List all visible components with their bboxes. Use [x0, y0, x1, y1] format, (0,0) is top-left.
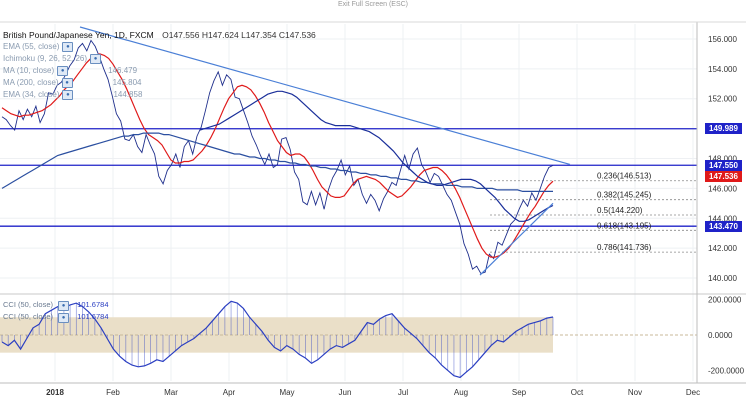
fib-label: 0.618(143.195)	[597, 221, 652, 230]
open-value: O147.556	[162, 30, 200, 40]
time-tick-label: Dec	[686, 388, 700, 397]
osc-row-2[interactable]: CCI (50, close) ● 101.6784	[3, 311, 109, 323]
close-value: C147.536	[278, 30, 316, 40]
trendline	[79, 26, 571, 276]
indicator-row-ema34[interactable]: EMA (34, close) ● 144.858	[3, 89, 316, 101]
cci-band	[0, 317, 697, 353]
osc-label: CCI (50, close)	[3, 300, 54, 309]
fib-label: 0.5(144.220)	[597, 206, 643, 215]
price-tick-label: 142.000	[708, 244, 737, 253]
chart-legend: British Pound/Japanese Yen, 1D, FXCM O14…	[3, 29, 316, 101]
price-tick-label: 148.000	[708, 155, 737, 164]
osc-value: 101.6784	[77, 312, 109, 321]
eye-icon[interactable]: ●	[62, 42, 74, 52]
price-tick-label: 144.000	[708, 214, 737, 223]
osc-row-1[interactable]: CCI (50, close) ● 101.6784	[3, 299, 109, 311]
exit-fullscreen-button[interactable]: Exit Full Screen (ESC)	[337, 1, 409, 8]
time-tick-label: Oct	[571, 388, 584, 397]
symbol-title: British Pound/Japanese Yen, 1D, FXCM O14…	[3, 29, 316, 41]
uptrend-line	[479, 202, 554, 276]
indicator-label: EMA (55, close)	[3, 42, 60, 51]
time-tick-label: Nov	[628, 388, 642, 397]
fib-label: 0.382(145.245)	[597, 191, 652, 200]
indicator-label: Ichimoku (9, 26, 52, 26)	[3, 54, 88, 63]
current-price-label: 147.536	[705, 171, 742, 183]
fibonacci-levels: 0.236(146.513) 0.382(145.245) 0.5(144.220)…	[490, 172, 697, 253]
indicator-row-ma200[interactable]: MA (200, close) ● 145.804	[3, 77, 316, 89]
eye-icon[interactable]: ●	[57, 66, 69, 76]
ohlc-values: O147.556 H147.624 L147.354 C147.536	[162, 30, 316, 40]
time-tick-label: Mar	[164, 388, 178, 397]
horizontal-levels	[0, 128, 697, 227]
series-line	[199, 90, 554, 222]
osc-tick-label: -200.0000	[708, 366, 745, 375]
time-tick-label: 2018	[46, 388, 64, 397]
time-tick-label: Feb	[106, 388, 120, 397]
eye-icon[interactable]: ●	[58, 313, 70, 323]
cci-line	[1, 300, 554, 379]
level-price-label: 147.550	[705, 159, 742, 171]
price-tick-label: 156.000	[708, 35, 737, 44]
eye-icon[interactable]: ●	[61, 78, 73, 88]
eye-icon[interactable]: ●	[62, 90, 74, 100]
symbol-label: British Pound/Japanese Yen, 1D, FXCM	[3, 30, 154, 40]
indicator-label: MA (10, close)	[3, 66, 55, 75]
series-line	[1, 39, 554, 275]
fib-label: 0.786(141.736)	[597, 243, 652, 252]
time-tick-label: May	[279, 388, 294, 397]
indicator-row-ichimoku[interactable]: Ichimoku (9, 26, 52, 26) ●	[3, 53, 316, 65]
high-value: H147.624	[201, 30, 239, 40]
price-tick-label: 154.000	[708, 65, 737, 74]
eye-icon[interactable]: ●	[90, 54, 102, 64]
indicator-label: EMA (34, close)	[3, 90, 60, 99]
time-tick-label: Apr	[223, 388, 236, 397]
indicator-row-ma10[interactable]: MA (10, close) ● 146.479	[3, 65, 316, 77]
series-line	[1, 132, 553, 192]
price-tick-label: 140.000	[708, 274, 737, 283]
indicator-value: 144.858	[113, 90, 143, 99]
support-price-label: 143.470	[705, 220, 742, 232]
eye-icon[interactable]: ●	[58, 301, 70, 311]
indicator-label: MA (200, close)	[3, 78, 59, 87]
indicator-row-ema55[interactable]: EMA (55, close) ●	[3, 41, 316, 53]
resistance-price-label: 149.989	[705, 123, 742, 135]
time-tick-label: Jun	[339, 388, 352, 397]
time-tick-label: Aug	[454, 388, 468, 397]
osc-label: CCI (50, close)	[3, 312, 54, 321]
indicator-value: 146.479	[108, 66, 138, 75]
osc-tick-label: 0.0000	[708, 331, 733, 340]
time-tick-label: Jul	[398, 388, 408, 397]
time-tick-label: Sep	[512, 388, 527, 397]
indicator-value: 145.804	[112, 78, 142, 87]
price-tick-label: 152.000	[708, 95, 737, 104]
oscillator-legend: CCI (50, close) ● 101.6784 CCI (50, clos…	[3, 299, 109, 323]
trendline-line	[79, 26, 571, 166]
low-value: L147.354	[241, 30, 277, 40]
fib-label: 0.236(146.513)	[597, 172, 652, 181]
cci-oscillator	[1, 300, 554, 379]
osc-tick-label: 200.0000	[708, 296, 742, 305]
osc-value: 101.6784	[77, 300, 109, 309]
price-tick-label: 146.000	[708, 184, 737, 193]
